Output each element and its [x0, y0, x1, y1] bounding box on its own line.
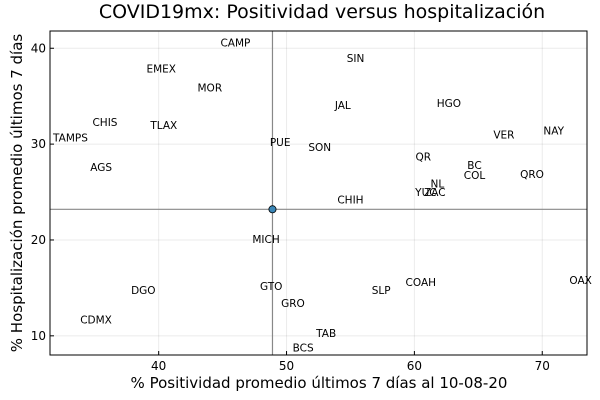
x-tick-label: 60 [407, 359, 422, 373]
state-label-nl: NL [431, 178, 445, 190]
state-label-gto: GTO [260, 281, 282, 293]
state-label-pue: PUE [270, 137, 291, 149]
y-tick-label: 40 [31, 41, 46, 55]
state-label-camp: CAMP [220, 38, 250, 50]
state-label-jal: JAL [334, 100, 351, 112]
state-label-col: COL [464, 170, 486, 182]
state-label-coah: COAH [406, 277, 437, 289]
y-tick-label: 10 [31, 329, 46, 343]
state-label-zac: ZAC [424, 187, 446, 199]
state-label-cdmx: CDMX [80, 315, 112, 327]
state-label-chih: CHIH [337, 195, 363, 207]
state-label-slp: SLP [372, 285, 391, 297]
state-label-nay: NAY [543, 126, 564, 138]
grid-lines [50, 31, 587, 355]
data-point [268, 205, 277, 214]
reference-lines [50, 31, 587, 355]
state-label-dgo: DGO [131, 285, 156, 297]
chart-title: COVID19mx: Positividad versus hospitaliz… [99, 1, 545, 23]
state-label-chis: CHIS [92, 117, 117, 129]
state-label-ver: VER [493, 130, 514, 142]
state-label-sin: SIN [347, 53, 365, 65]
state-label-emex: EMEX [146, 63, 176, 75]
y-tick-label: 20 [31, 233, 46, 247]
state-label-hgo: HGO [437, 98, 461, 110]
state-label-bc: BC [467, 160, 481, 172]
state-label-bcs: BCS [293, 342, 314, 354]
state-label-gro: GRO [281, 298, 305, 310]
state-label-tamps: TAMPS [52, 132, 88, 144]
x-tick-label: 50 [279, 359, 294, 373]
y-axis-label: % Hospitalización promedio últimos 7 día… [8, 34, 26, 353]
state-label-tab: TAB [315, 328, 336, 340]
axis-ticks: 40 50 60 70 10 20 30 40 [31, 41, 550, 373]
state-label-tlax: TLAX [149, 120, 177, 132]
plot-frame [49, 30, 588, 356]
state-label-yuc: YUC [414, 187, 436, 199]
state-label-oax: OAX [569, 275, 591, 287]
x-tick-label: 40 [151, 359, 166, 373]
x-tick-label: 70 [535, 359, 550, 373]
y-tick-label: 30 [31, 137, 46, 151]
state-label-qr: QR [416, 152, 432, 164]
state-label-son: SON [308, 142, 331, 154]
x-axis-label: % Positividad promedio últimos 7 días al… [131, 374, 508, 392]
data-points [268, 205, 277, 214]
state-label-mich: MICH [252, 234, 279, 246]
state-labels: CAMP SIN EMEX MOR JAL HGO CHIS TLAX NAY VER TAMPS P… [52, 38, 592, 355]
state-label-ags: AGS [90, 162, 112, 174]
state-label-mor: MOR [198, 83, 223, 95]
state-label-qro: QRO [520, 169, 544, 181]
